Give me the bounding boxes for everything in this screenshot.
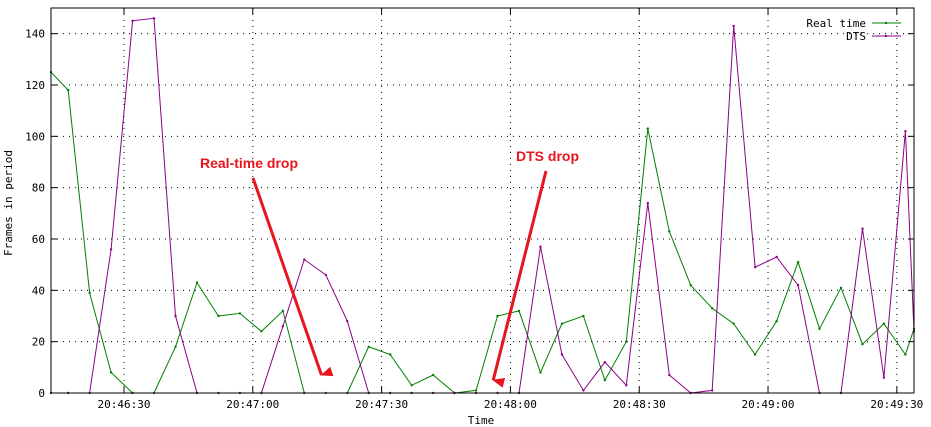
data-point-dts — [796, 284, 800, 287]
data-point-dts — [131, 19, 134, 23]
data-point-dts — [711, 389, 714, 392]
x-axis-title: Time — [468, 414, 495, 427]
data-point-real-time — [66, 88, 70, 92]
data-point-real-time — [174, 345, 177, 348]
data-point-dts — [603, 361, 607, 364]
y-tick-label: 80 — [32, 182, 45, 195]
series-line-real-time — [50, 71, 915, 394]
data-point-real-time — [796, 260, 800, 264]
data-point-real-time — [388, 353, 392, 356]
data-point-real-time — [646, 127, 650, 130]
data-point-dts — [668, 373, 671, 377]
annotation-arrow-real-time-drop — [251, 177, 334, 377]
y-tick-label: 140 — [25, 28, 45, 41]
data-point-real-time — [367, 345, 370, 348]
data-point-dts — [861, 227, 864, 230]
data-point-real-time — [904, 353, 907, 356]
legend-label-dts: DTS — [846, 30, 866, 43]
data-point-real-time — [539, 371, 542, 374]
data-point-dts — [560, 353, 564, 356]
data-point-real-time — [431, 373, 435, 377]
data-point-real-time — [517, 309, 521, 313]
y-tick-label: 60 — [32, 233, 45, 246]
legend-label-real-time: Real time — [806, 17, 866, 30]
annotation-label-real-time-drop: Real-time drop — [200, 155, 298, 171]
y-tick-label: 0 — [38, 387, 45, 400]
data-point-dts — [732, 24, 735, 28]
x-tick-label: 20:48:30 — [613, 398, 666, 411]
y-tick-label: 100 — [25, 130, 45, 143]
legend-marker-dts — [884, 34, 888, 38]
data-point-real-time — [625, 340, 628, 343]
data-point-dts — [753, 266, 757, 269]
data-point-real-time — [109, 371, 113, 374]
x-tick-label: 20:47:00 — [226, 398, 279, 411]
series-line-dts — [51, 17, 915, 394]
data-point-real-time — [195, 281, 199, 284]
data-point-real-time — [582, 314, 585, 318]
annotation-label-dts-drop: DTS drop — [516, 148, 579, 164]
data-point-dts — [775, 255, 778, 259]
x-tick-label: 20:46:30 — [97, 398, 150, 411]
data-point-real-time — [732, 322, 735, 325]
data-point-real-time — [668, 230, 671, 233]
annotations: Real-time drop DTS drop — [200, 148, 579, 388]
data-point-real-time — [603, 378, 607, 382]
data-point-real-time — [238, 312, 242, 315]
axis-ticks: 0 20 40 60 80 100 120 140 20:46:30 20:47:00 20:47:… — [25, 8, 923, 411]
data-point-dts — [303, 258, 306, 261]
data-point-dts — [346, 319, 349, 323]
y-tick-label: 40 — [32, 284, 45, 297]
data-point-real-time — [839, 286, 843, 289]
data-point-dts — [152, 17, 156, 20]
data-point-real-time — [260, 330, 263, 333]
y-tick-label: 120 — [25, 79, 45, 92]
data-point-dts — [582, 389, 585, 392]
series-layer — [49, 17, 916, 395]
data-point-real-time — [818, 327, 821, 331]
data-point-dts — [281, 325, 285, 328]
data-point-dts — [174, 314, 177, 318]
data-point-real-time — [689, 284, 692, 287]
x-tick-label: 20:49:00 — [742, 398, 795, 411]
data-point-real-time — [861, 343, 864, 346]
y-axis-title: Frames in period — [2, 150, 15, 256]
legend-marker-real-time — [884, 21, 888, 25]
y-tick-label: 20 — [32, 336, 45, 349]
grid-lines — [51, 8, 914, 393]
plot-frame — [50, 7, 915, 394]
data-point-real-time — [753, 353, 757, 356]
x-tick-label: 20:49:30 — [870, 398, 923, 411]
data-point-real-time — [281, 309, 285, 313]
data-point-real-time — [88, 291, 91, 295]
x-tick-label: 20:48:00 — [484, 398, 537, 411]
data-point-real-time — [217, 314, 220, 318]
data-point-real-time — [711, 307, 714, 310]
data-point-real-time — [882, 322, 886, 325]
data-point-real-time — [775, 319, 778, 323]
annotation-arrow-dts-drop — [491, 170, 548, 388]
data-point-real-time — [410, 384, 413, 387]
data-point-real-time — [560, 322, 564, 325]
x-tick-label: 20:47:30 — [355, 398, 408, 411]
data-point-dts — [882, 376, 886, 379]
data-point-real-time — [474, 389, 478, 392]
data-point-dts — [109, 248, 113, 251]
data-point-real-time — [496, 314, 499, 318]
data-point-dts — [625, 384, 628, 387]
data-point-dts — [539, 245, 542, 248]
data-point-dts — [646, 201, 650, 205]
data-point-dts — [324, 273, 327, 277]
data-point-dts — [904, 130, 907, 133]
